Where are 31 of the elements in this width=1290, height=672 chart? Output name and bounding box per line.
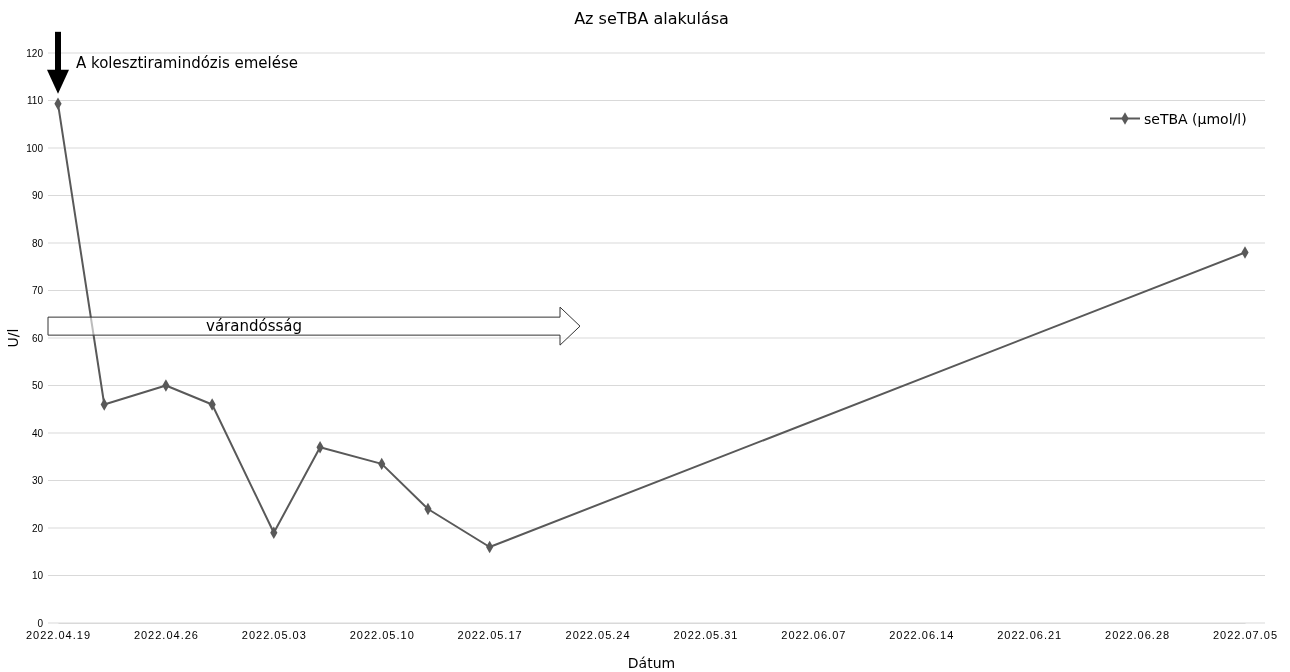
x-tick-label: 2022.05.10 (349, 628, 415, 641)
y-tick-label: 110 (27, 95, 44, 107)
y-tick-label: 120 (26, 47, 44, 59)
x-tick-label: 2022.06.28 (1105, 628, 1171, 641)
x-tick-label: 2022.06.14 (889, 628, 955, 641)
x-tick-label: 2022.05.24 (565, 628, 631, 641)
x-tick-label: 2022.07.05 (1212, 628, 1279, 641)
y-tick-label: 40 (31, 427, 44, 439)
y-tick-label: 20 (31, 522, 44, 534)
y-tick-label: 10 (31, 570, 44, 582)
x-tick-label: 2022.05.17 (457, 628, 523, 641)
x-tick-label: 2022.04.19 (25, 628, 92, 641)
legend-label: seTBA (µmol/l) (1144, 110, 1247, 127)
x-tick-label: 2022.06.07 (781, 628, 847, 641)
annotation: várandósság (206, 317, 302, 336)
x-axis-title: Dátum (627, 655, 676, 671)
y-tick-label: 50 (31, 380, 44, 392)
x-tick-label: 2022.05.03 (241, 628, 307, 641)
y-tick-label: 80 (31, 237, 44, 249)
y-tick-label: 100 (26, 142, 44, 154)
y-tick-label: 0 (37, 617, 44, 629)
x-tick-label: 2022.05.31 (673, 628, 739, 641)
annotation: A kolesztiramindózis emelése (76, 53, 298, 72)
y-tick-label: 70 (31, 285, 44, 297)
y-tick-label: 60 (31, 332, 44, 344)
x-tick-label: 2022.04.26 (133, 628, 199, 641)
x-tick-label: 2022.06.21 (997, 628, 1063, 641)
y-tick-label: 90 (31, 190, 44, 202)
y-axis-title: U/l (5, 328, 21, 348)
chart-title: Az seTBA alakulása (574, 9, 729, 28)
y-tick-label: 30 (31, 475, 44, 487)
